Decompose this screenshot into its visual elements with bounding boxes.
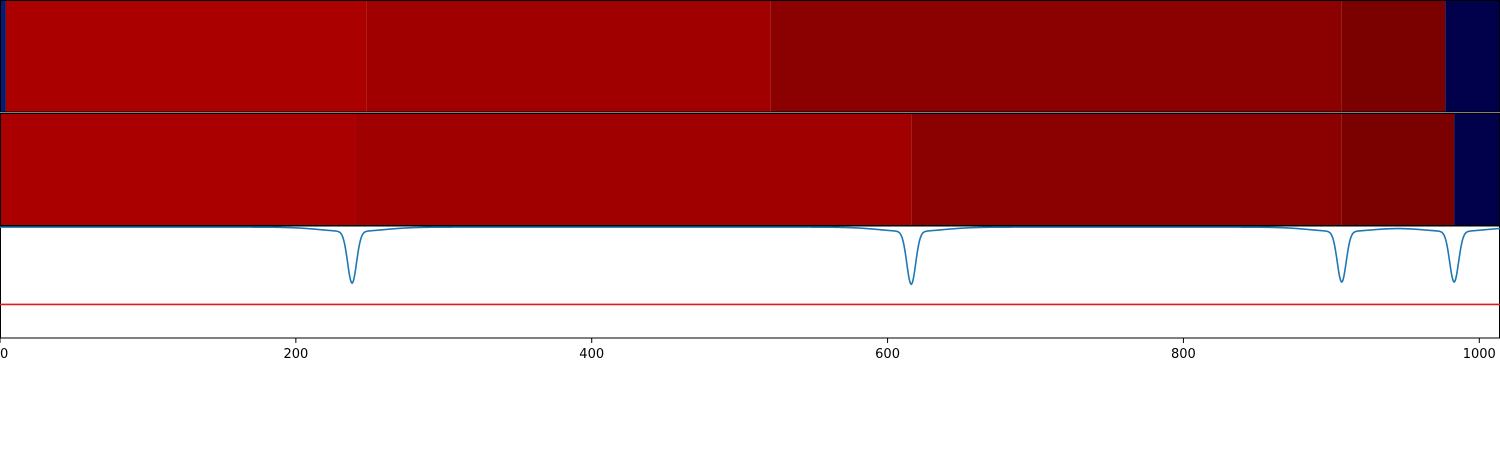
boundary-signal-panel [0, 225, 1500, 339]
x-tick-label: 400 [579, 347, 604, 362]
segmentation-bar-1-segment-1 [0, 0, 6, 112]
segmentation-bar-2-segment-3 [911, 113, 1342, 226]
segmentation-bar-1-segment-3 [366, 0, 771, 112]
segmentation-bar-1-segment-6 [1445, 0, 1500, 112]
plot-frame [0, 225, 1500, 339]
segmentation-bar-1-segment-4 [770, 0, 1342, 112]
segmentation-bar-2-segment-2 [355, 113, 912, 226]
signal-line [0, 226, 1500, 286]
segmentation-bar-2-segment-4 [1341, 113, 1455, 226]
x-tick-label: 1000 [1463, 347, 1496, 362]
segmentation-bar-2-segment-1 [0, 113, 356, 226]
x-tick-label: 200 [283, 347, 308, 362]
segmentation-bar-2-segment-5 [1454, 113, 1500, 226]
segmentation-bar-1-segment-2 [5, 0, 367, 112]
segmentation-bar-1-segment-5 [1341, 0, 1446, 112]
x-axis: 0 200 400 600 800 1000 [0, 338, 1496, 362]
x-tick-label: 600 [875, 347, 900, 362]
segmentation-bar-1 [0, 0, 1500, 113]
x-tick-label: 800 [1171, 347, 1196, 362]
segmentation-bar-2 [0, 113, 1500, 226]
x-tick-label: 0 [0, 347, 8, 362]
